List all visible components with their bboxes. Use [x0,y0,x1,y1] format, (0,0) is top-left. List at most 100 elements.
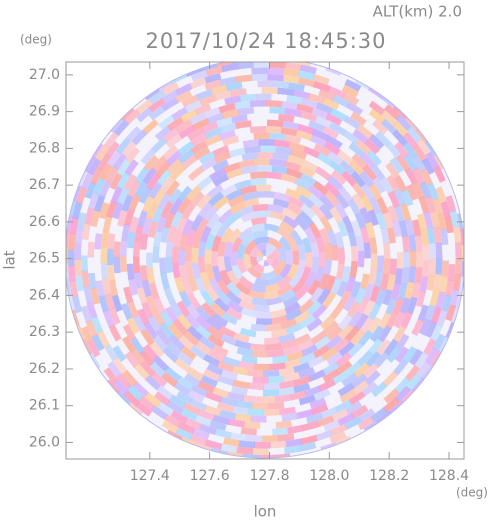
echo-cell [208,191,225,207]
echo-cell [75,274,84,292]
echo-cell [200,225,212,243]
echo-cell [139,360,156,377]
echo-cell [190,214,204,232]
echo-cell [305,252,313,268]
echo-cell [158,80,175,92]
echo-cell [297,367,316,379]
echo-cell [392,129,409,147]
echo-cell [350,171,367,188]
echo-cell [299,137,317,150]
echo-cell [121,223,131,241]
echo-cell [148,89,167,105]
echo-cell [445,279,455,297]
echo-cell [81,171,94,190]
echo-cell [264,223,280,233]
echo-cell [273,261,286,277]
echo-cell [288,450,306,457]
echo-cell [257,152,274,159]
echo-cell [196,217,209,235]
echo-cell [232,379,250,389]
echo-cell [145,294,158,312]
echo-cell [284,62,303,71]
echo-cell [265,100,283,108]
echo-cell [433,154,445,171]
echo-cell [237,62,255,70]
echo-cell [346,301,361,319]
echo-cell [322,320,339,336]
echo-cell [253,263,265,273]
echo-cell [361,381,378,397]
echo-cell [205,363,224,376]
echo-cell [310,214,325,231]
echo-cell [99,163,113,181]
echo-cell [234,179,252,190]
echo-cell [136,106,154,123]
echo-cell [441,294,452,313]
echo-cell [155,160,171,178]
echo-cell [440,201,452,219]
echo-cell [263,369,280,378]
echo-cell [322,97,341,111]
echo-cell [296,259,306,276]
echo-cell [88,224,97,243]
echo-cell [204,126,223,140]
echo-cell [415,128,428,144]
echo-cell [285,322,303,335]
echo-cell [430,350,442,367]
echo-cell [231,236,243,253]
echo-cell [246,113,264,121]
echo-cell [181,202,196,220]
echo-cell [271,184,288,195]
echo-cell [291,278,306,295]
echo-cell [104,331,118,349]
echo-cell [367,317,382,335]
echo-cell [329,122,347,136]
echo-cell [392,358,409,376]
echo-cell [260,249,267,257]
echo-cell [243,197,260,208]
echo-cell [154,277,165,295]
echo-cell [255,317,272,325]
echo-cell [306,300,322,316]
echo-cell [194,103,212,116]
echo-cell [76,211,87,229]
echo-cell [172,261,181,279]
echo-cell [312,74,331,86]
echo-cell [445,304,457,323]
echo-cell [332,95,351,109]
echo-cell [159,322,175,339]
echo-cell [98,316,111,335]
echo-cell [304,447,322,454]
echo-cell [250,177,267,186]
y-tick-label: 26.8 [29,140,60,156]
echo-cell [224,211,241,227]
echo-cell [271,314,288,325]
echo-cell [66,246,69,264]
echo-field [66,62,464,459]
echo-cell [414,351,429,370]
echo-cell [356,297,370,316]
echo-cell [367,268,377,286]
echo-cell [99,179,112,198]
echo-cell [113,119,130,136]
echo-cell [173,381,191,396]
echo-cell [175,168,191,185]
echo-cell [230,385,248,396]
echo-cell [351,153,368,170]
echo-cell [168,334,185,351]
echo-cell [271,355,289,364]
echo-cell [339,160,356,176]
echo-cell [144,391,162,408]
echo-cell [322,291,337,309]
echo-cell [323,259,332,276]
echo-cell [380,226,390,244]
echo-cell [282,372,301,383]
echo-cell [295,130,314,142]
echo-cell [141,380,158,397]
echo-cell [164,366,182,382]
echo-cell [326,135,344,150]
echo-cell [160,200,174,219]
echo-cell [194,276,207,294]
echo-cell [243,421,261,429]
echo-cell [255,184,272,192]
